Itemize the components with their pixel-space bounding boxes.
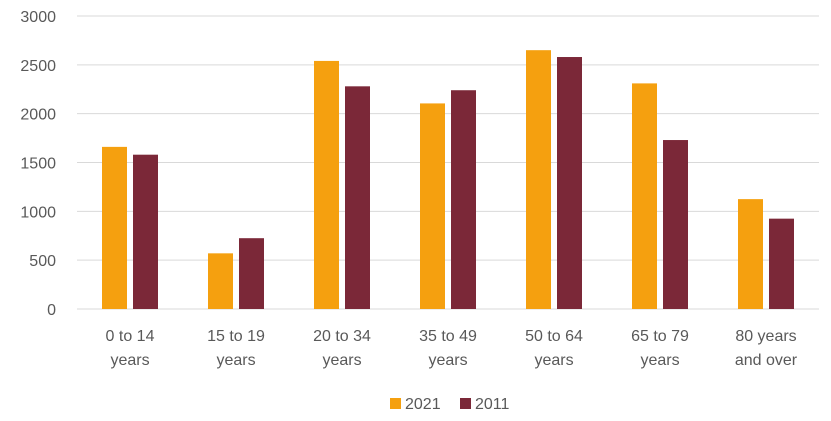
y-tick-label: 3000	[20, 9, 56, 26]
grid-lines	[77, 15, 819, 310]
x-tick-label: 15 to 19 years	[207, 328, 265, 369]
y-tick-label: 1500	[20, 156, 56, 173]
bar-2011-2	[345, 86, 370, 309]
bar-2011-5	[663, 140, 688, 309]
bar-2021-0	[102, 146, 127, 309]
x-tick-label: 50 to 64 years	[525, 328, 583, 369]
y-tick-label: 2500	[20, 58, 56, 75]
y-tick-label: 0	[47, 302, 56, 319]
bar-2011-4	[557, 57, 582, 309]
y-tick-label: 500	[29, 253, 56, 270]
bar-2021-1	[208, 253, 233, 309]
x-tick-label: 20 to 34 years	[313, 328, 371, 369]
x-tick-label: 0 to 14 years	[106, 328, 155, 369]
bar-2021-3	[420, 103, 445, 309]
legend-label-2011: 2011	[475, 396, 510, 413]
bar-2021-2	[314, 60, 339, 309]
legend-label-2021: 2021	[405, 396, 441, 413]
bar-2011-1	[239, 238, 264, 309]
bar-2011-0	[133, 154, 158, 309]
bar-2011-6	[769, 218, 794, 309]
x-tick-label: 35 to 49 years	[419, 328, 477, 369]
bar-2021-5	[632, 83, 657, 309]
y-tick-label: 2000	[20, 107, 56, 124]
x-tick-label: 65 to 79 years	[631, 328, 689, 369]
legend: 2021 2011	[390, 396, 510, 413]
bar-2011-3	[451, 90, 476, 309]
legend-swatch-2011	[460, 398, 471, 409]
bar-2021-4	[526, 50, 551, 309]
x-tick-label: 80 years and over	[735, 328, 798, 369]
x-axis-tick-labels: 0 to 14 years 15 to 19 years 20 to 34 years 35…	[106, 328, 798, 369]
legend-swatch-2021	[390, 398, 401, 409]
y-tick-label: 1000	[20, 204, 56, 221]
y-axis-tick-labels: 0 500 1000 1500 2000 2500 3000	[20, 9, 56, 319]
bars	[102, 50, 794, 309]
bar-2021-6	[738, 199, 763, 309]
